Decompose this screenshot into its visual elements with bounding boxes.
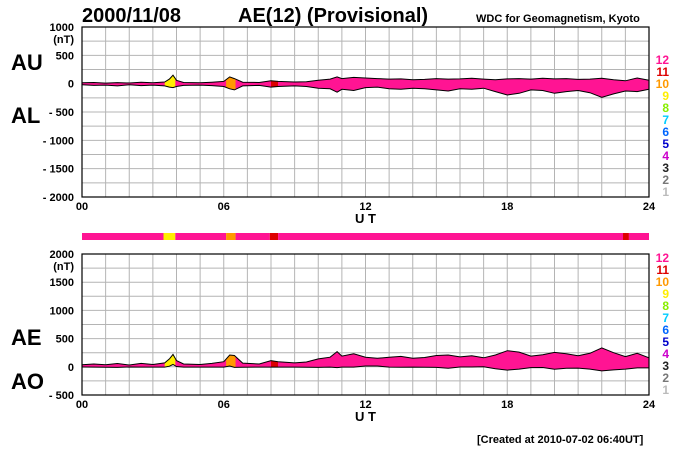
legend-entry: 1 [662,383,669,397]
legend-entry: 9 [662,89,669,103]
station-bar-segment [163,233,176,240]
station-bar-segment [235,233,270,240]
y-tick-label: - 500 [49,390,74,402]
y-axis-unit: (nT) [53,34,74,46]
y-tick-label: - 1000 [43,135,74,147]
station-count-bar [82,233,649,240]
x-tick-label: 06 [218,201,230,213]
legend-entry: 4 [662,347,669,361]
legend-entry: 11 [656,263,669,277]
station-bar-segment [175,233,227,240]
legend-entry: 9 [662,287,669,301]
legend-entry: 7 [662,311,669,325]
legend-entry: 5 [662,137,669,151]
station-highlight [226,355,236,368]
ae-series-line [81,347,650,366]
legend-entry: 6 [662,323,669,337]
legend-entry: 2 [662,371,669,385]
x-axis-title: U T [355,409,376,424]
organization-label: WDC for Geomagnetism, Kyoto [476,13,640,25]
series-label-ao: AO [11,369,44,394]
x-tick-label: 12 [359,399,371,411]
date-label: 2000/11/08 [82,5,181,27]
created-timestamp: [Created at 2010-07-02 06:40UT] [477,434,644,446]
y-tick-label: - 1500 [43,164,74,176]
station-highlight [271,360,279,368]
series-label-al: AL [11,103,40,128]
legend-entry: 12 [656,53,670,67]
legend-entry: 4 [662,149,669,163]
station-bar-segment [623,233,629,240]
y-tick-label: 1500 [50,277,74,289]
x-tick-label: 24 [643,201,656,213]
legend-entry: 8 [662,101,669,115]
y-tick-label: - 2000 [43,192,74,204]
chart-title: AE(12) (Provisional) [238,5,428,27]
legend-entry: 2 [662,173,669,187]
legend-entry: 3 [662,359,669,373]
x-tick-label: 00 [76,399,88,411]
al-series-line [81,84,650,98]
legend-entry: 10 [656,77,670,91]
legend-entry: 10 [656,275,670,289]
series-label-au: AU [11,50,43,75]
y-tick-label: 0 [68,79,74,91]
legend-entry: 11 [656,65,669,79]
legend-entry: 1 [662,185,669,199]
range-area [82,347,649,371]
station-highlight [164,354,176,368]
x-tick-label: 06 [218,399,230,411]
legend-entry: 7 [662,113,669,127]
x-tick-label: 00 [76,201,88,213]
station-bar-segment [278,233,624,240]
x-tick-label: 24 [643,399,656,411]
station-highlight [271,80,279,88]
x-tick-label: 12 [359,201,371,213]
station-bar-segment [269,233,279,240]
station-highlight [164,75,176,88]
x-tick-label: 18 [501,201,513,213]
plot-frame [81,26,650,198]
x-axis-title: U T [355,211,376,226]
series-label-ae: AE [11,325,42,350]
legend-entry: 6 [662,125,669,139]
plot-frame [81,253,650,396]
y-tick-label: 500 [56,50,74,62]
ao-series-line [81,363,649,372]
y-tick-label: 2000 [50,249,74,261]
station-bar-segment [628,233,649,240]
station-bar-segment [226,233,236,240]
y-tick-label: - 500 [49,107,74,119]
y-tick-label: 1000 [50,305,74,317]
legend-entry: 3 [662,161,669,175]
y-tick-label: 500 [56,334,74,346]
au-series-line [81,74,650,84]
x-tick-label: 18 [501,399,513,411]
station-highlight [226,76,236,90]
y-tick-label: 0 [68,362,74,374]
y-tick-label: 1000 [50,22,74,34]
legend-entry: 8 [662,299,669,313]
station-bar-segment [82,233,164,240]
legend-entry: 12 [656,251,670,265]
range-area [82,75,649,98]
y-axis-unit: (nT) [53,261,74,273]
legend-entry: 5 [662,335,669,349]
